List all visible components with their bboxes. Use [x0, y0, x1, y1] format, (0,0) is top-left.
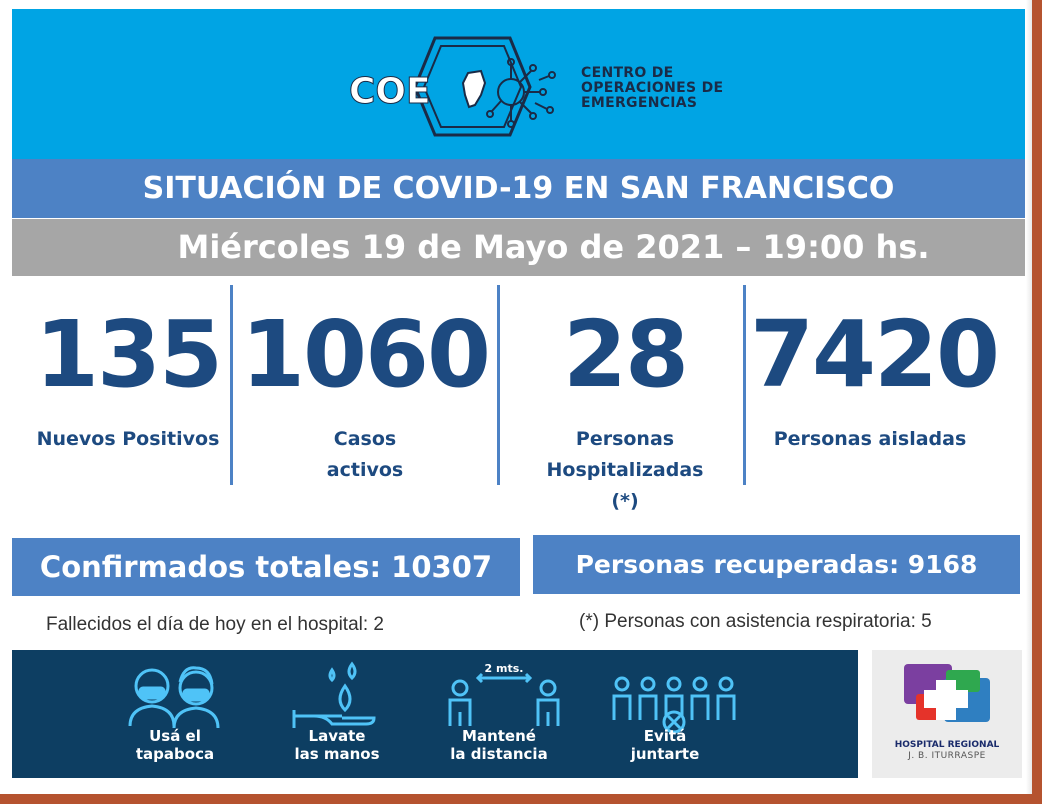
- mask-people-icon: [128, 666, 220, 729]
- stat-label-line: Personas: [575, 428, 675, 450]
- stat-new-positives: 135 Nuevos Positivos: [26, 300, 230, 455]
- coe-logo: COE CENTRO DE OPERACIONES DE EMERGENCIAS: [335, 35, 775, 145]
- logo-text: CENTRO DE OPERACIONES DE EMERGENCIAS: [581, 66, 781, 111]
- stat-label: Nuevos Positivos: [26, 424, 230, 455]
- tip-wash-hands: Lavate las manos: [262, 650, 412, 778]
- tip-label: Evitá juntarte: [590, 727, 740, 763]
- tip-line: Usá el: [149, 727, 201, 745]
- header-banner: COE CENTRO DE OPERACIONES DE EMERGENCIAS: [12, 9, 1025, 159]
- stat-label-line: Casos: [333, 428, 397, 450]
- stat-value: 28: [562, 301, 689, 408]
- tip-distance: 2 mts. Mantené la distancia: [424, 650, 574, 778]
- tip-line: tapaboca: [135, 745, 215, 763]
- coe-mark-text: COE: [349, 71, 431, 112]
- hospital-logo: HOSPITAL REGIONAL J. B. ITURRASPE: [872, 650, 1022, 778]
- stat-divider: [230, 285, 233, 485]
- hospital-name: HOSPITAL REGIONAL: [894, 740, 1000, 750]
- distance-badge: 2 mts.: [485, 662, 524, 675]
- stat-label: Personas aisladas: [750, 424, 990, 455]
- tip-label: Lavate las manos: [262, 727, 412, 763]
- tip-line: Lavate: [308, 727, 366, 745]
- deaths-note: Fallecidos el día de hoy en el hospital:…: [46, 614, 384, 635]
- tip-label: Mantené la distancia: [424, 727, 574, 763]
- tip-label: Usá el tapaboca: [100, 727, 250, 763]
- frame-border-bottom: [0, 794, 1042, 804]
- stat-divider: [743, 285, 746, 485]
- stat-hospitalized: 28 Personas Hospitalizadas (*): [510, 300, 740, 517]
- stat-label-line: Personas aisladas: [773, 428, 967, 450]
- report-date: Miércoles 19 de Mayo de 2021 – 19:00 hs.: [12, 219, 1025, 276]
- stat-isolated: 7420 Personas aisladas: [750, 300, 1000, 455]
- recovered-total-badge: Personas recuperadas: 9168: [533, 535, 1020, 594]
- stat-label: Casos activos: [234, 424, 496, 486]
- stat-value: 1060: [240, 301, 491, 408]
- tip-no-gathering: Evitá juntarte: [590, 650, 740, 778]
- stat-label-line: (*): [611, 490, 639, 512]
- stat-value: 135: [34, 301, 223, 408]
- prevention-band: Usá el tapaboca Lavate las manos: [12, 650, 858, 778]
- page-title: SITUACIÓN DE COVID-19 EN SAN FRANCISCO: [12, 159, 1025, 218]
- no-gathering-icon: [612, 676, 736, 734]
- distance-icon: 2 mts.: [448, 662, 560, 726]
- tip-line: juntarte: [630, 745, 700, 763]
- stat-label-line: Hospitalizadas: [546, 459, 704, 481]
- frame-border-right: [1032, 0, 1042, 804]
- tip-line: la distancia: [450, 745, 548, 763]
- confirmed-total-badge: Confirmados totales: 10307: [12, 538, 520, 596]
- tip-mask: Usá el tapaboca: [100, 650, 250, 778]
- tip-line: Evitá: [643, 727, 687, 745]
- tip-line: Mantené: [462, 727, 536, 745]
- wash-hands-icon: [292, 661, 376, 728]
- stat-value: 7420: [750, 301, 1000, 408]
- respiratory-note: (*) Personas con asistencia respiratoria…: [579, 611, 932, 632]
- hospital-subname: J. B. ITURRASPE: [908, 751, 986, 761]
- logo-line-3: EMERGENCIAS: [581, 95, 698, 111]
- stat-divider: [497, 285, 500, 485]
- hospital-cross-icon: [904, 664, 990, 722]
- stat-label-line: activos: [326, 459, 404, 481]
- tip-line: las manos: [294, 745, 380, 763]
- logo-line-2: OPERACIONES DE: [581, 80, 724, 96]
- logo-line-1: CENTRO DE: [581, 65, 674, 81]
- stat-active-cases: 1060 Casos activos: [234, 300, 496, 486]
- frame-shadow: [1026, 0, 1032, 794]
- coe-emblem-icon: COE: [349, 36, 556, 137]
- stat-label: Personas Hospitalizadas (*): [510, 424, 740, 517]
- stat-label-line: Nuevos Positivos: [36, 428, 220, 450]
